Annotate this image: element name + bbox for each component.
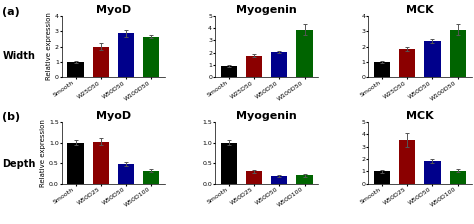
Bar (67, 62, 84, 78)
Title: Myogenin: Myogenin (236, 111, 297, 121)
Y-axis label: Relative expression: Relative expression (46, 13, 52, 80)
Title: MyoD: MyoD (96, 5, 131, 15)
Bar (374, 62, 390, 78)
Bar (246, 171, 262, 184)
Y-axis label: Relative expression: Relative expression (40, 119, 46, 187)
Bar (92, 47, 109, 78)
Bar (118, 164, 134, 184)
Bar (374, 171, 390, 184)
Title: Myogenin: Myogenin (236, 5, 297, 15)
Bar (449, 171, 466, 184)
Bar (246, 56, 262, 78)
Bar (271, 52, 287, 78)
Bar (220, 66, 237, 78)
Bar (296, 30, 313, 78)
Text: Width: Width (2, 51, 35, 61)
Bar (296, 175, 313, 184)
Bar (449, 30, 466, 78)
Title: MCK: MCK (406, 111, 434, 121)
Bar (424, 41, 441, 78)
Bar (118, 33, 134, 78)
Bar (399, 140, 415, 184)
Bar (92, 142, 109, 184)
Bar (399, 49, 415, 78)
Text: (b): (b) (2, 112, 20, 122)
Text: Depth: Depth (2, 159, 36, 168)
Title: MCK: MCK (406, 5, 434, 15)
Bar (67, 142, 84, 184)
Bar (220, 142, 237, 184)
Bar (271, 176, 287, 184)
Bar (143, 170, 159, 184)
Title: MyoD: MyoD (96, 111, 131, 121)
Bar (143, 37, 159, 78)
Text: (a): (a) (2, 7, 20, 17)
Bar (424, 161, 441, 184)
